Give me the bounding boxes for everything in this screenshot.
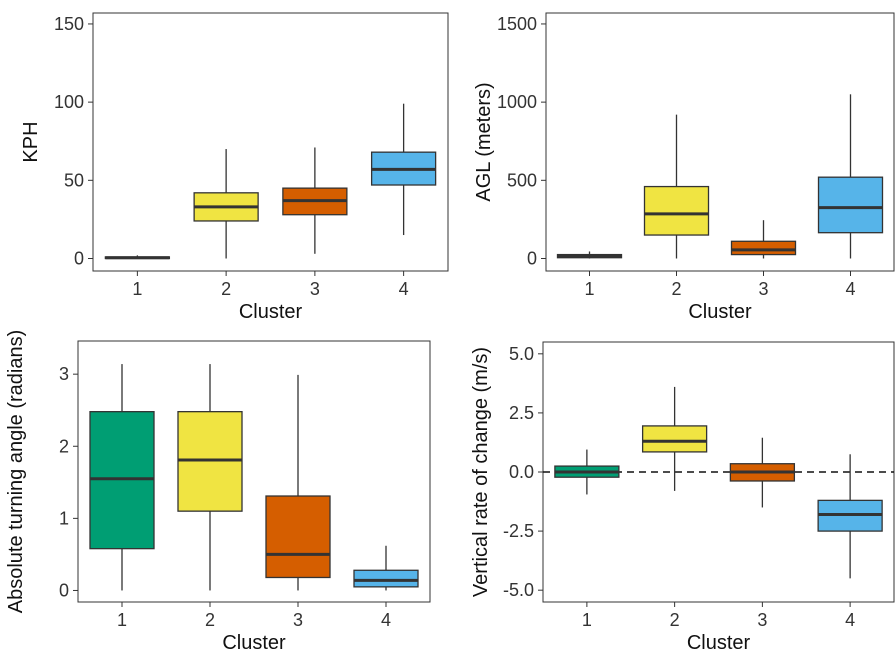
x-tick-label: 4 xyxy=(381,610,391,630)
panel-frame xyxy=(92,12,449,272)
y-axis-title: Absolute turning angle (radians) xyxy=(5,330,27,614)
x-tick-label: 2 xyxy=(671,279,681,299)
box-body xyxy=(730,240,797,256)
x-tick-label: 4 xyxy=(399,279,409,299)
x-tick-label: 1 xyxy=(132,279,142,299)
box-body xyxy=(641,425,708,453)
y-tick-label: 0 xyxy=(527,248,537,268)
box-cluster-3 xyxy=(729,437,796,508)
y-tick-label: 2.5 xyxy=(509,403,534,423)
x-tick-label: 3 xyxy=(310,279,320,299)
x-tick-label: 2 xyxy=(221,279,231,299)
box-cluster-3 xyxy=(282,147,348,254)
y-tick-label: 1500 xyxy=(497,14,537,34)
x-tick-label: 1 xyxy=(117,610,127,630)
y-tick-label: 0 xyxy=(74,248,84,268)
box-cluster-3 xyxy=(265,374,331,591)
box-cluster-2 xyxy=(177,364,243,591)
y-tick-label: 2 xyxy=(59,436,69,456)
panel-4: -5.0 -2.5 0.0 2.5 5.0 1 2 3 4 Cluster Vertical rat… xyxy=(470,341,895,654)
y-tick-label: 1 xyxy=(59,508,69,528)
x-tick-label: 3 xyxy=(293,610,303,630)
x-tick-label: 2 xyxy=(670,610,680,630)
y-tick-label: 1000 xyxy=(497,92,537,112)
x-axis-title: Cluster xyxy=(688,301,752,323)
panel-1: 0 50 100 150 1 2 3 4 Cluster KPH xyxy=(20,12,449,323)
x-axis-title: Cluster xyxy=(687,632,751,654)
panel-2: 0 500 1000 1500 1 2 3 4 Cluster AGL (meters) xyxy=(473,12,895,323)
box-cluster-1 xyxy=(89,364,155,591)
y-tick-label: 5.0 xyxy=(509,344,534,364)
y-tick-label: 0 xyxy=(59,580,69,600)
x-tick-label: 1 xyxy=(584,279,594,299)
y-tick-label: 0.0 xyxy=(509,462,534,482)
box-cluster-2 xyxy=(193,149,259,259)
y-tick-label: 3 xyxy=(59,364,69,384)
x-tick-label: 1 xyxy=(582,610,592,630)
x-tick-label: 4 xyxy=(845,279,855,299)
y-tick-label: 150 xyxy=(54,14,84,34)
box-cluster-4 xyxy=(817,94,884,259)
box-cluster-4 xyxy=(353,545,419,591)
x-tick-label: 3 xyxy=(758,279,768,299)
box-body xyxy=(817,176,884,234)
y-tick-label: -2.5 xyxy=(503,521,534,541)
x-axis-title: Cluster xyxy=(222,632,286,654)
x-axis-title: Cluster xyxy=(239,301,303,323)
box-cluster-4 xyxy=(370,103,437,236)
box-body xyxy=(265,495,331,579)
x-tick-label: 3 xyxy=(757,610,767,630)
box-cluster-2 xyxy=(643,114,710,259)
x-tick-label: 4 xyxy=(845,610,855,630)
box-cluster-1 xyxy=(104,255,171,260)
y-axis-title: KPH xyxy=(20,121,42,162)
x-tick-label: 2 xyxy=(205,610,215,630)
box-body xyxy=(643,185,710,236)
y-tick-label: 100 xyxy=(54,92,84,112)
y-axis-title: Vertical rate of change (m/s) xyxy=(470,347,492,597)
box-cluster-3 xyxy=(730,220,797,259)
y-axis-title: AGL (meters) xyxy=(473,82,495,201)
y-tick-label: 500 xyxy=(507,170,537,190)
box-cluster-4 xyxy=(817,454,883,579)
y-tick-label: -5.0 xyxy=(503,580,534,600)
y-tick-label: 50 xyxy=(64,170,84,190)
box-cluster-1 xyxy=(556,251,623,259)
box-cluster-2 xyxy=(641,386,708,491)
box-cluster-1 xyxy=(554,449,620,495)
box-body xyxy=(353,569,419,588)
panel-3: 0 1 2 3 1 2 3 4 Cluster Absolute turning angle (r… xyxy=(5,330,431,654)
